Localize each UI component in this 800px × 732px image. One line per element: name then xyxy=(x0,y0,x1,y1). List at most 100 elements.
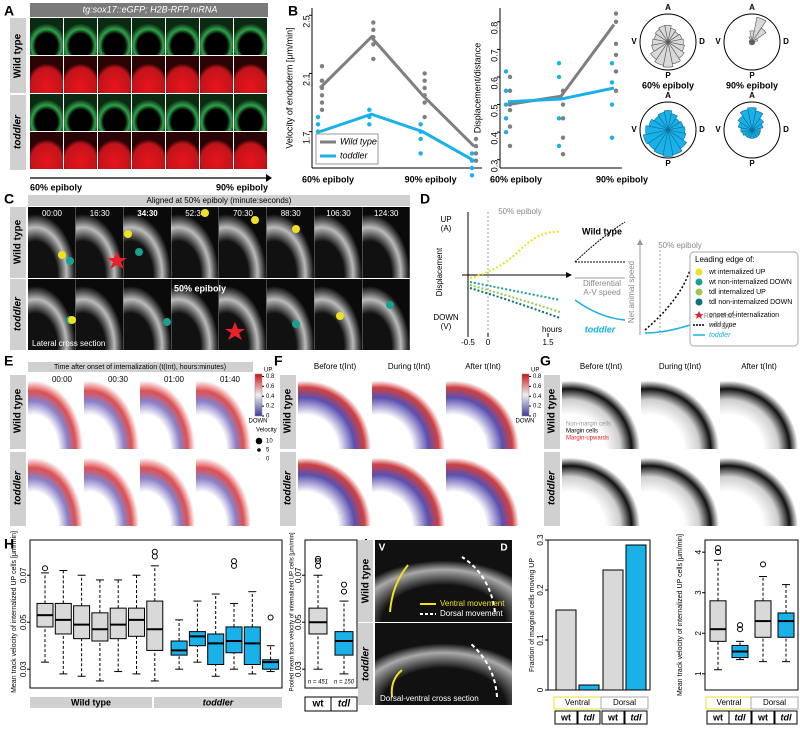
group-label: Wild type xyxy=(71,697,111,707)
box xyxy=(262,659,280,670)
header-bar xyxy=(28,362,253,372)
data-point xyxy=(556,116,562,121)
row-bar xyxy=(10,18,26,93)
rose-frame xyxy=(723,101,781,159)
panel-letter: D xyxy=(420,191,430,207)
colorbar xyxy=(254,373,263,417)
row-label: toddler xyxy=(13,296,24,331)
rose-axis-label: V xyxy=(715,125,721,134)
row-label: toddler xyxy=(361,646,372,681)
rose-wedge xyxy=(751,38,758,43)
x-tick-label: -0.5 xyxy=(461,338,475,347)
data-point xyxy=(613,11,619,16)
data-point xyxy=(371,42,376,47)
velocity-image xyxy=(84,373,139,449)
colorbar-tick-label: 0.2 xyxy=(533,404,542,410)
data-point xyxy=(371,27,376,33)
arrow-head xyxy=(637,239,643,245)
rose-wedge xyxy=(751,117,765,131)
group-label: Ventral xyxy=(717,698,742,707)
cell-marker xyxy=(201,209,209,217)
cell-marker xyxy=(124,230,132,238)
bar xyxy=(602,569,624,691)
data-point xyxy=(503,129,509,135)
rose-axis-label: V xyxy=(715,37,721,46)
box xyxy=(54,602,72,635)
legend-label: Non-margin cells xyxy=(566,422,611,428)
category-box xyxy=(601,710,625,725)
rose-wedge xyxy=(751,16,767,43)
velocity-image xyxy=(196,373,251,449)
axis-label: Net animal speed xyxy=(627,261,636,323)
legend-label: 0 xyxy=(266,457,270,463)
category-label: tdl xyxy=(631,712,642,722)
wt-up-curve xyxy=(469,230,561,279)
data-point xyxy=(422,85,427,91)
box xyxy=(709,600,727,642)
velocity-image xyxy=(298,450,371,526)
panel-letter: B xyxy=(288,3,298,19)
cell-marker xyxy=(292,225,300,233)
legend-label: Dorsal movement xyxy=(440,609,503,618)
outlier xyxy=(315,558,321,565)
box xyxy=(128,607,145,637)
embryo-image xyxy=(132,94,165,131)
row-bar xyxy=(358,623,373,705)
cell-marker xyxy=(336,312,344,320)
footer-label: Dorsal-ventral cross section xyxy=(380,694,479,703)
track-image xyxy=(720,373,798,449)
time-label: 01:40 xyxy=(220,375,241,384)
data-point xyxy=(469,173,475,178)
data-point xyxy=(319,107,325,113)
box xyxy=(91,612,109,642)
y-tick-label: 0.8 xyxy=(489,22,499,35)
legend-label: wild type xyxy=(709,322,736,329)
stage-label: 90% epiboly xyxy=(726,80,778,90)
box xyxy=(225,626,243,654)
box xyxy=(334,631,354,656)
colorbar-tick-label: 0 xyxy=(533,414,537,420)
colorbar xyxy=(521,373,530,417)
data-point xyxy=(613,19,619,24)
cell-marker xyxy=(386,301,394,309)
velocity-image xyxy=(372,450,445,526)
y-axis-label: Velocity of endoderm [μm/min] xyxy=(284,27,294,148)
size-swatch xyxy=(255,437,263,445)
category-box xyxy=(624,710,648,725)
velocity-image xyxy=(28,373,83,449)
embryo-image xyxy=(64,56,97,93)
data-point xyxy=(507,124,513,129)
box xyxy=(777,612,795,638)
rose-axis-label: D xyxy=(783,37,789,46)
ventral-arrow xyxy=(390,669,403,698)
y-tick-label: 0.1 xyxy=(536,634,545,646)
rose-axis-label: A xyxy=(665,3,671,12)
category-box xyxy=(577,710,601,725)
tdl-down-curve xyxy=(469,287,561,319)
y-tick-label: 0.7 xyxy=(489,49,499,62)
panel-letter: A xyxy=(4,3,14,19)
colorbar-label: UP xyxy=(531,368,539,374)
marker-label: 50% epiboly xyxy=(498,207,542,216)
schematic-label: toddler xyxy=(585,324,616,334)
time-label: 88:30 xyxy=(281,209,302,218)
axis-label: hours xyxy=(542,325,562,334)
outlier xyxy=(715,549,721,556)
phase-label: After t(Int) xyxy=(465,362,501,371)
row-bar xyxy=(280,375,296,449)
arrow-head xyxy=(266,174,272,182)
y-axis-label: Mean track velocity of internalized UP c… xyxy=(11,531,18,693)
time-label: 106:30 xyxy=(326,209,351,218)
y-tick-label: 2 xyxy=(694,630,703,635)
lateral-image xyxy=(219,279,267,350)
row-label: toddler xyxy=(13,114,24,149)
plot-frame xyxy=(704,539,799,691)
y-tick-label: 3 xyxy=(694,590,703,595)
legend-box xyxy=(689,251,799,347)
rose-wedge xyxy=(651,41,669,52)
embryo-image xyxy=(200,56,233,93)
rose-wedge xyxy=(652,38,669,46)
rose-axis-label: A xyxy=(749,91,755,100)
data-point xyxy=(315,114,321,120)
rose-wedge xyxy=(654,41,669,66)
